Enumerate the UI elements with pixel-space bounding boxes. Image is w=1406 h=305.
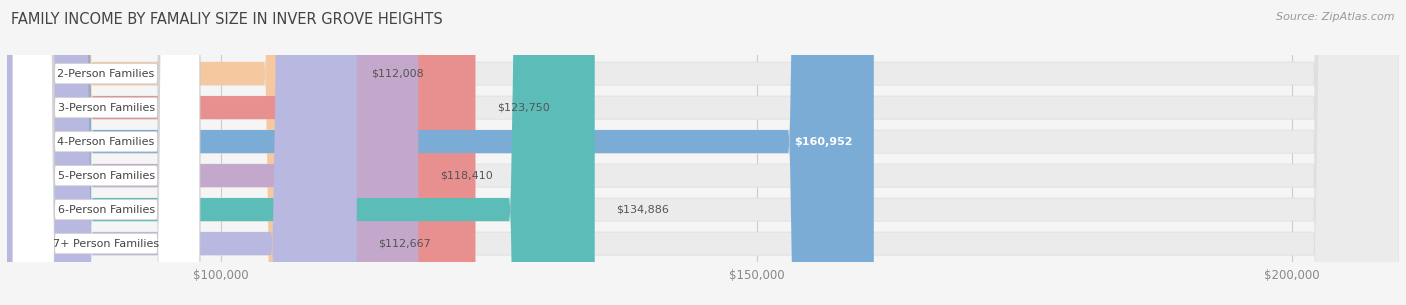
FancyBboxPatch shape: [13, 0, 200, 305]
FancyBboxPatch shape: [7, 0, 475, 305]
FancyBboxPatch shape: [13, 0, 200, 305]
Text: $160,952: $160,952: [794, 137, 852, 147]
FancyBboxPatch shape: [7, 0, 1399, 305]
FancyBboxPatch shape: [7, 0, 350, 305]
FancyBboxPatch shape: [7, 0, 1399, 305]
Text: $112,667: $112,667: [378, 239, 432, 249]
Text: $112,008: $112,008: [371, 69, 425, 79]
Text: 6-Person Families: 6-Person Families: [58, 205, 155, 215]
FancyBboxPatch shape: [7, 0, 873, 305]
FancyBboxPatch shape: [7, 0, 357, 305]
FancyBboxPatch shape: [7, 0, 1399, 305]
Text: $123,750: $123,750: [496, 102, 550, 113]
FancyBboxPatch shape: [13, 0, 200, 305]
FancyBboxPatch shape: [7, 0, 595, 305]
Text: Source: ZipAtlas.com: Source: ZipAtlas.com: [1277, 12, 1395, 22]
Text: $134,886: $134,886: [616, 205, 669, 215]
FancyBboxPatch shape: [7, 0, 419, 305]
Text: FAMILY INCOME BY FAMALIY SIZE IN INVER GROVE HEIGHTS: FAMILY INCOME BY FAMALIY SIZE IN INVER G…: [11, 12, 443, 27]
Text: 4-Person Families: 4-Person Families: [58, 137, 155, 147]
FancyBboxPatch shape: [13, 0, 200, 305]
Text: 2-Person Families: 2-Person Families: [58, 69, 155, 79]
FancyBboxPatch shape: [13, 0, 200, 305]
FancyBboxPatch shape: [7, 0, 1399, 305]
Text: 3-Person Families: 3-Person Families: [58, 102, 155, 113]
FancyBboxPatch shape: [7, 0, 1399, 305]
Text: $118,410: $118,410: [440, 170, 492, 181]
Text: 5-Person Families: 5-Person Families: [58, 170, 155, 181]
FancyBboxPatch shape: [13, 0, 200, 305]
Text: 7+ Person Families: 7+ Person Families: [53, 239, 159, 249]
FancyBboxPatch shape: [7, 0, 1399, 305]
